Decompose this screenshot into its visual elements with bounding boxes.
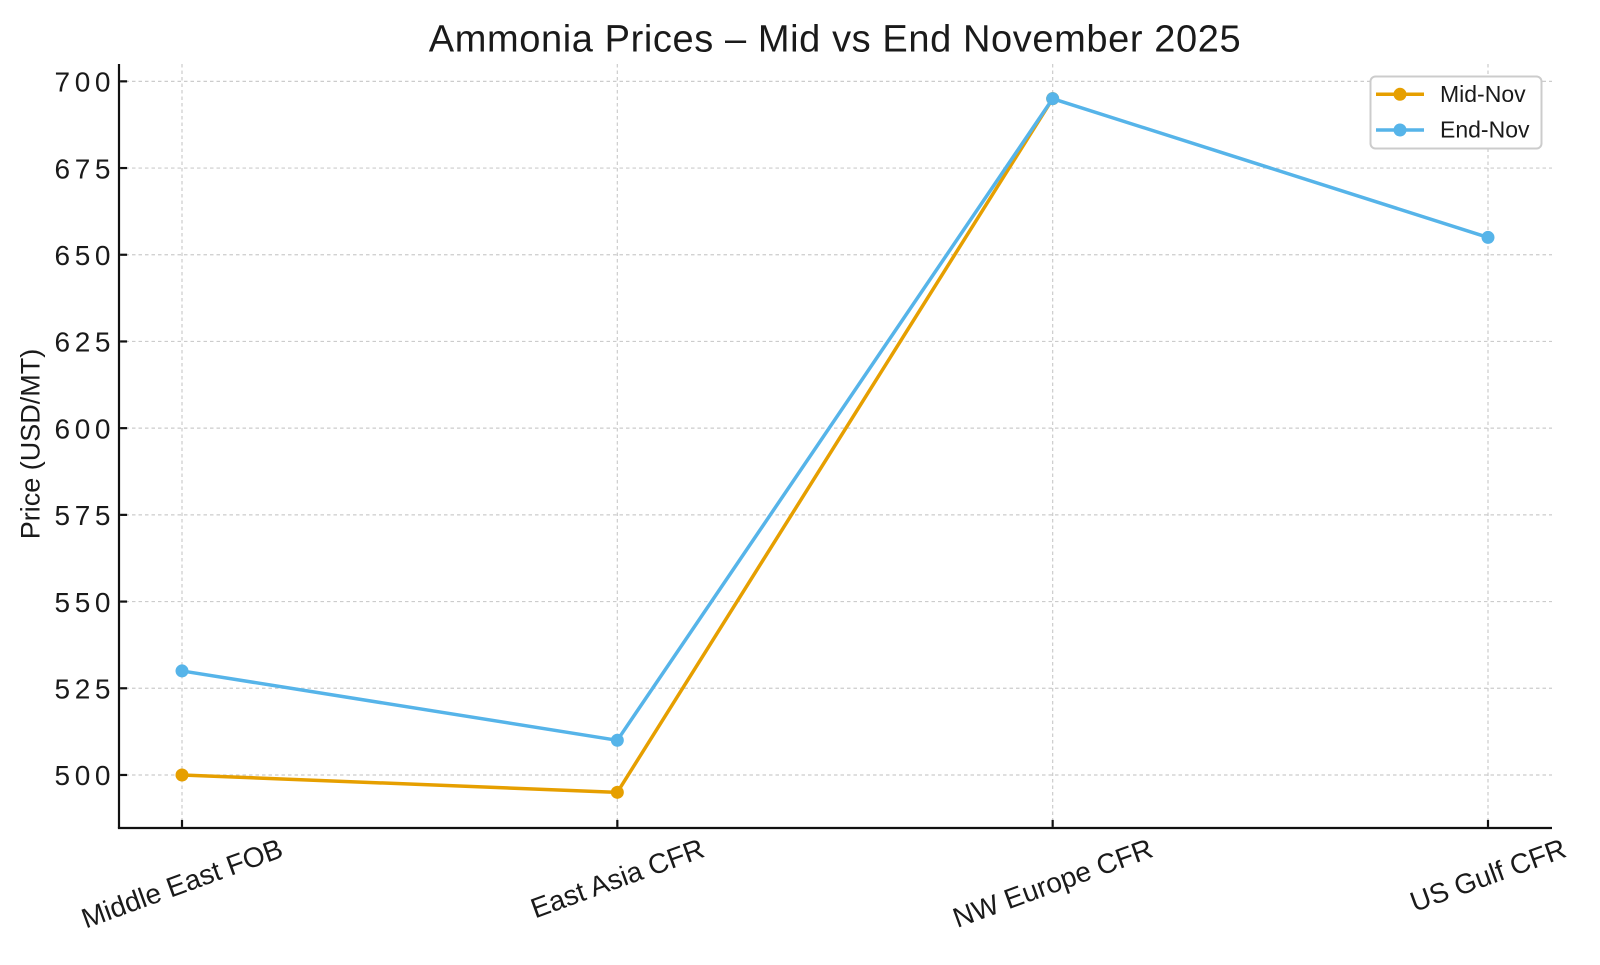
svg-text:550: 550 — [55, 587, 111, 618]
svg-text:700: 700 — [55, 67, 111, 98]
svg-text:Price (USD/MT): Price (USD/MT) — [16, 349, 46, 540]
svg-text:600: 600 — [55, 413, 111, 444]
svg-text:625: 625 — [55, 327, 111, 358]
svg-text:575: 575 — [55, 500, 111, 531]
svg-text:Mid-Nov: Mid-Nov — [1440, 81, 1526, 107]
svg-text:500: 500 — [55, 760, 111, 791]
svg-text:525: 525 — [55, 673, 111, 704]
svg-text:End-Nov: End-Nov — [1440, 117, 1530, 143]
svg-text:Ammonia Prices – Mid vs End No: Ammonia Prices – Mid vs End November 202… — [429, 19, 1241, 61]
svg-text:675: 675 — [55, 153, 111, 184]
svg-text:650: 650 — [55, 240, 111, 271]
